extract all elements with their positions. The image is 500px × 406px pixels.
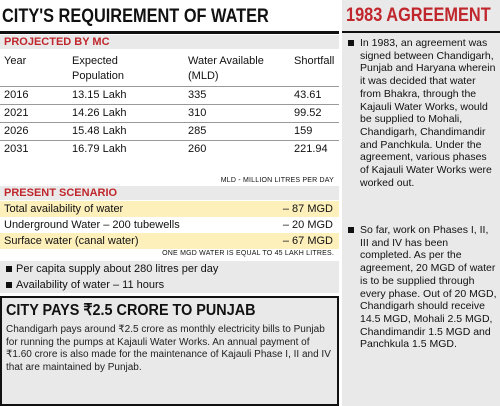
projection-table: Year Expected Population Water Available… [0,52,339,158]
agreement-paragraph: In 1983, an agreement was signed between… [348,37,497,189]
scenario-label: Underground Water – 200 tubewells [4,219,180,231]
cell-population: 13.15 Lakh [68,86,184,105]
header-water-available: Water Available (MLD) [184,52,290,87]
scenario-value: – 20 MGD [282,219,333,231]
mgd-note: ONE MGD WATER IS EQUAL TO 45 LAKH LITRES… [162,250,334,257]
cell-population: 15.48 Lakh [68,122,184,141]
table-row: 2021 14.26 Lakh 310 99.52 [0,104,339,123]
bullet-item: Per capita supply about 280 litres per d… [0,261,339,277]
projected-heading: PROJECTED BY MC [0,35,339,49]
header-year: Year [4,55,27,67]
cell-shortfall: 99.52 [290,104,339,123]
cell-water: 310 [184,104,290,123]
bullet-square-icon [6,266,12,272]
scenario-value: – 87 MGD [282,203,333,215]
scenario-value: – 67 MGD [282,235,333,247]
table-row: 2031 16.79 Lakh 260 221.94 [0,140,339,158]
bullet-text: Per capita supply about 280 litres per d… [16,263,219,275]
payment-box-title: CITY PAYS ₹2.5 CRORE TO PUNJAB [6,302,256,319]
agreement-rule [342,31,500,33]
header-population: Expected Population [68,52,184,87]
cell-water: 285 [184,122,290,141]
payment-box-text: Chandigarh pays around ₹2.5 crore as mon… [6,324,331,373]
header-shortfall: Shortfall [294,55,335,67]
bullet-square-icon [348,227,354,233]
agreement-paragraph-text: So far, work on Phases I, II, III and IV… [360,224,497,351]
scenario-row: Surface water (canal water) – 67 MGD [0,233,339,249]
cell-population: 14.26 Lakh [68,104,184,123]
scenario-heading: PRESENT SCENARIO [0,186,339,200]
scenario-label: Surface water (canal water) [4,235,139,247]
agreement-paragraph-text: In 1983, an agreement was signed between… [360,37,496,189]
cell-year: 2021 [0,104,68,123]
cell-shortfall: 221.94 [290,140,339,158]
header-population-text: Expected Population [72,55,124,82]
mld-note: MLD - MILLION LITRES PER DAY [220,177,334,184]
agreement-paragraph: So far, work on Phases I, II, III and IV… [348,224,497,351]
cell-year: 2016 [0,86,68,105]
scenario-row: Total availability of water – 87 MGD [0,201,339,217]
cell-shortfall: 159 [290,122,339,141]
title-rule [0,31,339,34]
agreement-sidebar: 1983 AGREEMENT In 1983, an agreement was… [342,0,500,406]
main-title: CITY'S REQUIREMENT OF WATER [2,6,269,27]
bullet-square-icon [6,282,12,288]
cell-shortfall: 43.61 [290,86,339,105]
projection-header-row: Year Expected Population Water Available… [0,52,339,87]
bullet-square-icon [348,40,354,46]
cell-year: 2031 [0,140,68,158]
scenario-label: Total availability of water [4,203,124,215]
agreement-title: 1983 AGREEMENT [346,5,491,26]
cell-population: 16.79 Lakh [68,140,184,158]
bullet-item: Availability of water – 11 hours [0,277,339,293]
header-water-available-text: Water Available (MLD) [188,55,264,82]
cell-water: 260 [184,140,290,158]
payment-box: CITY PAYS ₹2.5 CRORE TO PUNJAB Chandigar… [0,296,339,406]
scenario-row: Underground Water – 200 tubewells – 20 M… [0,217,339,233]
cell-year: 2026 [0,122,68,141]
table-row: 2026 15.48 Lakh 285 159 [0,122,339,141]
bullet-text: Availability of water – 11 hours [16,279,165,291]
table-row: 2016 13.15 Lakh 335 43.61 [0,86,339,105]
cell-water: 335 [184,86,290,105]
left-column: CITY'S REQUIREMENT OF WATER PROJECTED BY… [0,6,339,406]
